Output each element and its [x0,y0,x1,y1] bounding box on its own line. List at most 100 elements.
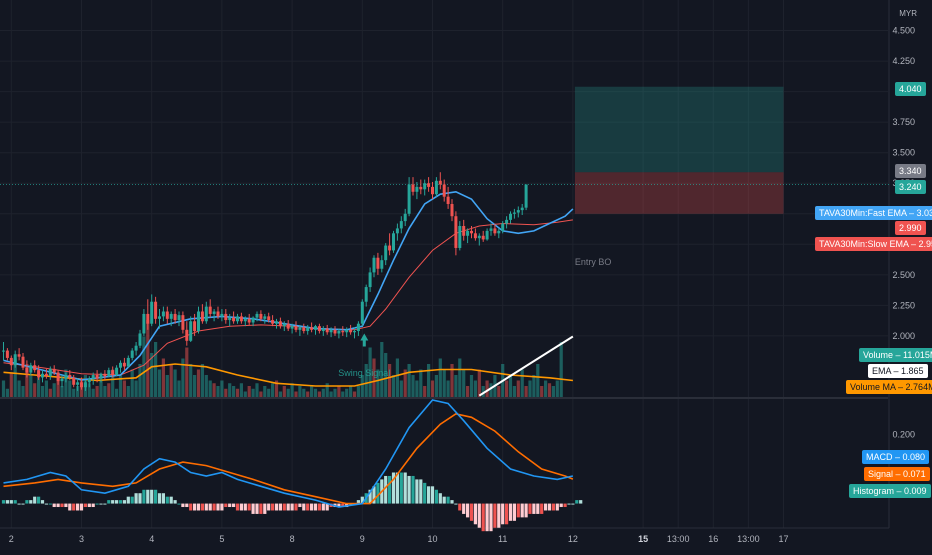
candle-body [392,233,395,251]
volume-bar [349,386,353,397]
candle-body [317,326,321,332]
histogram-bar [294,503,298,511]
candle-body [64,375,68,379]
position-target-zone [574,86,784,173]
candle-body [411,184,415,192]
histogram-bar [407,475,411,504]
candle-body [44,373,48,377]
volume-bar [337,386,341,397]
candle-body [353,331,356,333]
candle-body [103,373,107,377]
histogram-bar [267,503,271,511]
legend-macd[interactable]: MACD – 0.080 [862,450,930,464]
legend-volume-ema-name: EMA [872,366,892,376]
legend-volume-ma[interactable]: Volume MA – 2.764M [846,380,932,394]
volume-bar [87,383,91,397]
candle-body [271,320,275,324]
histogram-bar [551,503,555,511]
legend-fast-ema[interactable]: TAVA30Min:Fast EMA – 3.035 [815,206,932,220]
histogram-bar [87,503,91,508]
volume-bar [352,391,357,397]
volume-bar [536,364,540,397]
histogram-bar [173,500,177,504]
volume-bar [321,388,325,397]
histogram-bar [224,503,228,508]
swing-signal-arrow [360,333,369,347]
histogram-bar [524,503,528,518]
histogram-bar [142,489,146,504]
macd-line [3,399,574,508]
volume-bar [388,364,392,397]
legend-slow-ema[interactable]: TAVA30Min:Slow EMA – 2.950 [815,237,932,251]
candle-body [99,373,103,379]
histogram-bar [13,500,17,504]
histogram-bar [1,500,6,504]
candle-body [388,245,392,251]
legend-signal[interactable]: Signal – 0.071 [864,467,930,481]
candle-body [251,317,255,323]
volume-bar [126,386,130,397]
histogram-bar [579,500,583,504]
legend-volume[interactable]: Volume – 11.015M [859,348,932,362]
histogram-bar [107,500,111,504]
histogram-bar [520,503,524,518]
candle-body [329,329,333,333]
volume-bar [427,364,431,397]
volume-bar [13,358,17,397]
candle-body [232,317,236,322]
volume-bar [434,375,438,397]
candle-body [466,230,470,236]
histogram-bar [567,503,571,505]
candle-body [68,375,72,378]
volume-bar [134,380,138,397]
legend-slow-ema-name: TAVA30Min:Slow EMA [819,239,909,249]
slow-ema-line [3,219,573,376]
histogram-bar [501,503,505,525]
histogram-bar [40,500,45,504]
legend-histogram[interactable]: Histogram – 0.009 [849,484,931,498]
histogram-bar [555,503,559,511]
histogram-bar [247,503,251,511]
candle-body [384,245,388,261]
volume-bar [267,388,271,397]
volume-bar [282,386,286,397]
volume-bar [165,375,169,397]
histogram-bar [411,475,415,504]
price-tick-label: 4.250 [892,56,915,66]
volume-bar [454,375,458,397]
histogram-bar [169,496,173,504]
histogram-bar [138,493,142,504]
legend-volume-ema[interactable]: EMA – 1.865 [868,364,928,378]
candle-body [150,301,154,324]
histogram-bar [111,500,115,504]
candle-body [462,225,466,236]
candle-body [146,313,150,324]
histogram-bar [255,503,259,514]
candle-body [395,228,399,234]
histogram-bar [157,493,162,504]
candle-body [306,327,310,332]
volume-bar [473,380,477,397]
candle-body [454,216,458,248]
candle-body [333,329,337,334]
candle-body [282,323,286,327]
candle-body [298,327,302,330]
histogram-bar [44,503,48,505]
volume-bar [356,386,360,397]
histogram-bar [360,496,364,504]
histogram-bar [122,500,126,504]
volume-bar [508,375,513,397]
histogram-bar [251,503,255,514]
histogram-bar [220,503,224,511]
histogram-bar [165,496,169,504]
volume-bar [157,369,162,397]
histogram-bar [17,503,21,505]
histogram-bar [243,503,247,511]
histogram-bar [48,503,52,505]
histogram-bar [204,503,208,511]
volume-bar [559,342,563,397]
histogram-bar [508,503,513,521]
histogram-bar [278,503,282,511]
